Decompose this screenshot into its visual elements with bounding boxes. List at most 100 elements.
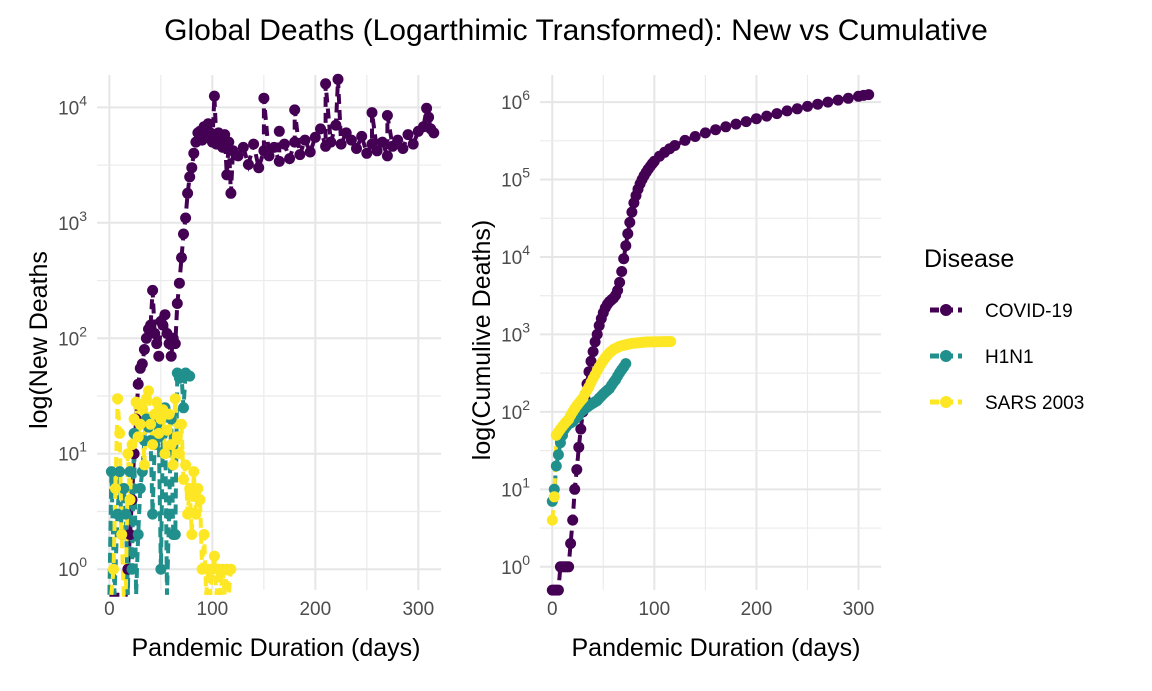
data-point [138,344,150,355]
data-point [140,332,152,344]
data-point [145,418,157,430]
y-tick-label: 104 [58,92,87,119]
data-point [832,94,844,106]
data-point [143,385,154,397]
data-point [771,108,783,120]
data-point [842,92,854,104]
data-point [159,448,171,460]
data-point [208,550,220,562]
data-point [105,466,117,478]
legend-key-point [940,304,952,316]
data-point [108,563,119,575]
data-point [278,138,290,150]
data-point [812,98,824,110]
data-point [587,346,599,358]
left-plot-marks [105,73,440,597]
data-point [289,136,301,148]
data-point [116,529,128,540]
data-point [273,125,285,137]
data-point [180,212,192,224]
data-point [575,423,587,435]
x-tick-label: 300 [843,599,875,620]
data-point [202,118,214,130]
data-point [689,131,701,142]
y-tick-label: 100 [501,552,530,579]
data-point [761,110,773,122]
data-point [112,508,124,520]
data-point [423,111,435,123]
data-point [550,460,562,472]
data-point [155,563,167,575]
legend-item-sars-2003: SARS 2003 [930,393,1084,414]
data-point [699,127,711,139]
data-point [402,129,414,141]
data-point [114,427,126,439]
data-point [345,134,357,146]
data-point [221,169,233,181]
data-point [315,123,326,135]
data-point [173,277,185,289]
data-point [171,431,183,443]
data-point [176,252,187,264]
data-point [237,141,249,153]
data-point [740,116,752,128]
data-point [208,90,220,102]
data-point [171,298,183,309]
y-tick-label: 101 [58,439,87,466]
legend-label: H1N1 [985,347,1034,368]
data-point [552,449,564,461]
data-point [428,127,440,139]
x-tick-label: 0 [547,599,558,620]
right-y-axis-title: log(Cumulive Deaths) [468,220,496,460]
right-x-axis-title: Pandemic Duration (days) [571,634,860,662]
data-point [136,358,148,370]
data-point [381,150,393,162]
data-point [624,216,636,228]
data-point [320,78,332,90]
legend: Disease COVID-19 H1N1 SARS 2003 [924,245,1084,414]
y-tick-label: 101 [501,474,530,501]
data-point [151,338,163,350]
data-point [204,127,216,139]
data-point [585,355,597,367]
data-point [361,147,373,159]
data-point [381,110,393,121]
data-point [421,102,433,114]
data-point [289,104,301,116]
legend-title: Disease [924,245,1014,273]
data-point [169,393,181,405]
data-point [147,508,159,520]
chart-title: Global Deaths (Logarthimic Transformed):… [164,14,988,47]
data-point [169,529,181,540]
x-tick-label: 0 [104,599,115,620]
data-point [190,508,202,520]
data-point [173,448,185,460]
data-point [548,491,560,503]
data-point [186,529,198,540]
y-tick-label: 105 [501,165,530,192]
data-point [407,138,419,150]
data-point [157,319,169,331]
data-point [178,228,189,240]
data-point [134,418,146,430]
data-point [620,358,632,370]
data-point [126,563,138,575]
legend-key-point [940,396,952,408]
y-tick-label: 100 [58,554,87,581]
data-point [679,134,691,146]
data-point [330,119,342,131]
data-point [263,150,275,162]
y-tick-label: 103 [58,208,87,235]
data-point [366,107,378,119]
data-point [155,413,167,425]
legend-item-h1n1: H1N1 [930,347,1034,368]
data-point [309,131,321,143]
left-x-axis-title: Pandemic Duration (days) [131,634,420,662]
data-point [192,483,204,494]
data-point [147,284,159,296]
data-point [822,96,834,108]
data-point [614,276,626,288]
data-point [571,464,583,476]
data-point [573,441,585,453]
data-point [188,466,200,478]
